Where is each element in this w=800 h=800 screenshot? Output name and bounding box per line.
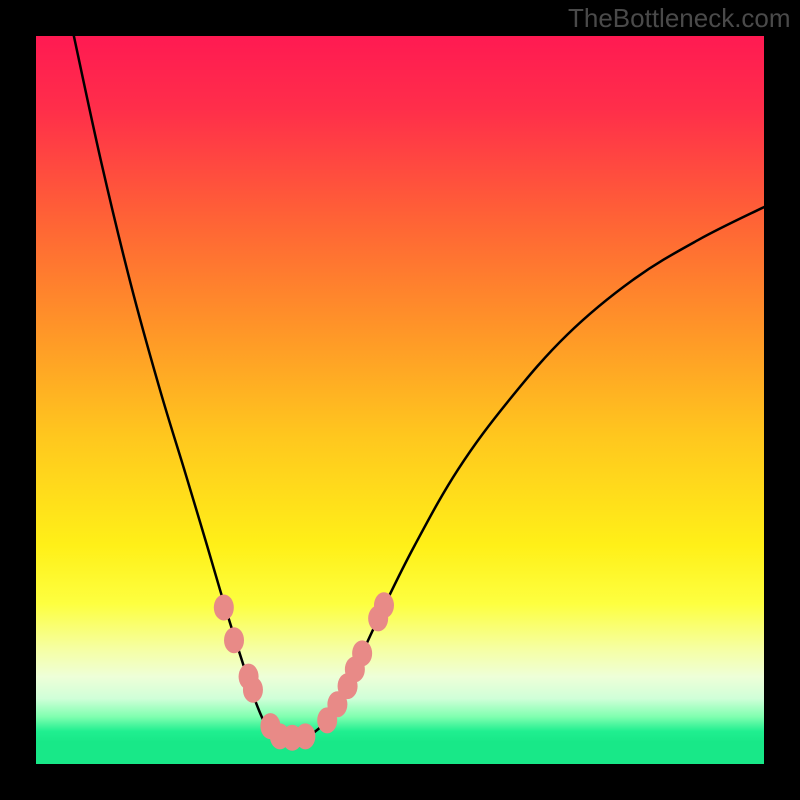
- marker-point: [374, 592, 394, 618]
- chart-frame: [36, 36, 764, 764]
- watermark-text: TheBottleneck.com: [568, 3, 791, 34]
- marker-point: [295, 723, 315, 749]
- marker-point: [243, 677, 263, 703]
- marker-point: [352, 640, 372, 666]
- marker-group: [214, 592, 394, 750]
- marker-point: [224, 627, 244, 653]
- chart-svg-overlay: [36, 36, 764, 764]
- marker-point: [214, 594, 234, 620]
- bottleneck-curve-left: [74, 36, 287, 739]
